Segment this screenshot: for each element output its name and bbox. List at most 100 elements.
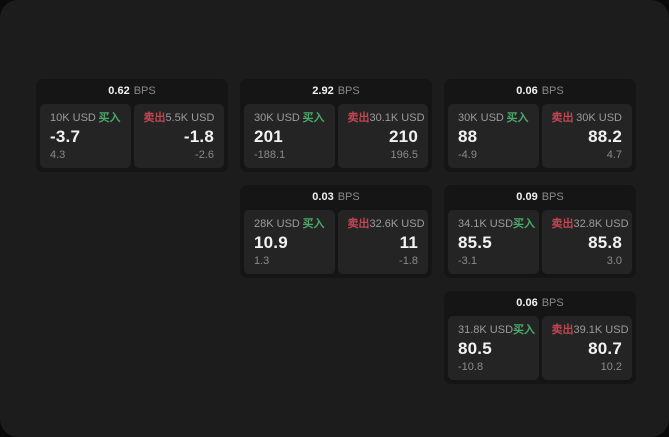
bps-card-body: 34.1K USD 买入 85.5 -3.1 卖出 32.8K USD 85.8… [444, 210, 636, 278]
quote-column-3: 0.06 BPS 30K USD 买入 88 -4.9 卖出 [444, 79, 636, 384]
sell-tile-header: 卖出 5.5K USD [144, 113, 215, 124]
bps-header: 0.09 BPS [444, 185, 636, 210]
bps-card-body: 28K USD 买入 10.9 1.3 卖出 32.6K USD 11 -1.8 [240, 210, 432, 278]
buy-price: 85.5 [458, 233, 492, 252]
buy-delta: 1.3 [254, 255, 270, 267]
buy-tile-header: 30K USD 买入 [254, 113, 325, 124]
buy-price: 201 [254, 127, 283, 146]
sell-size-label: 39.1K USD [573, 324, 629, 336]
sell-price: 11 [399, 233, 418, 252]
sell-label: 卖出 [347, 112, 370, 124]
sell-tile-header: 卖出 32.6K USD [347, 218, 425, 230]
bps-header: 0.62 BPS [36, 79, 228, 104]
buy-delta: -10.8 [458, 361, 484, 373]
sell-price: -1.8 [183, 127, 214, 146]
buy-price: 88 [458, 127, 478, 146]
buy-label: 买入 [302, 112, 325, 124]
sell-price: 210 [389, 127, 418, 146]
sell-delta: 4.7 [606, 149, 622, 161]
buy-tile[interactable]: 34.1K USD 买入 85.5 -3.1 [448, 210, 539, 274]
buy-price: 80.5 [458, 339, 492, 358]
quote-board: 0.62 BPS 10K USD 买入 -3.7 4.3 卖出 [36, 79, 636, 384]
sell-tile-header: 卖出 32.8K USD [551, 218, 629, 230]
bps-card-body: 30K USD 买入 201 -188.1 卖出 30.1K USD 210 1… [240, 104, 432, 172]
sell-size-label: 30.1K USD [369, 112, 425, 124]
sell-label: 卖出 [551, 112, 574, 124]
buy-tile-header: 30K USD 买入 [458, 113, 529, 124]
buy-tile[interactable]: 30K USD 买入 88 -4.9 [448, 104, 539, 168]
buy-price: -3.7 [50, 127, 81, 146]
bps-header: 0.03 BPS [240, 185, 432, 210]
buy-delta: -4.9 [458, 149, 477, 161]
bps-suffix-label: BPS [541, 297, 564, 309]
sell-size-label: 32.8K USD [573, 218, 629, 230]
buy-size-label: 34.1K USD [458, 218, 514, 230]
bps-value: 0.62 [108, 85, 130, 97]
buy-delta: -188.1 [254, 149, 286, 161]
sell-label: 卖出 [551, 218, 574, 230]
bps-card: 0.62 BPS 10K USD 买入 -3.7 4.3 卖出 [36, 79, 228, 172]
bps-suffix-label: BPS [541, 191, 564, 203]
sell-delta: -2.6 [195, 149, 214, 161]
buy-tile[interactable]: 28K USD 买入 10.9 1.3 [244, 210, 335, 274]
sell-price: 80.7 [588, 339, 622, 358]
bps-value: 0.03 [312, 191, 334, 203]
sell-tile-header: 卖出 30.1K USD [347, 112, 425, 124]
sell-label: 卖出 [551, 324, 574, 336]
buy-label: 买入 [302, 218, 325, 230]
sell-tile[interactable]: 卖出 39.1K USD 80.7 10.2 [541, 316, 632, 380]
buy-tile[interactable]: 31.8K USD 买入 80.5 -10.8 [448, 316, 539, 380]
bps-value: 0.06 [516, 85, 538, 97]
sell-label: 卖出 [143, 112, 166, 124]
bps-card-body: 10K USD 买入 -3.7 4.3 卖出 5.5K USD -1.8 -2.… [36, 104, 228, 172]
quote-column-1: 0.62 BPS 10K USD 买入 -3.7 4.3 卖出 [36, 79, 228, 384]
bps-card-body: 31.8K USD 买入 80.5 -10.8 卖出 39.1K USD 80.… [444, 316, 636, 384]
sell-delta: 10.2 [600, 361, 622, 373]
bps-suffix-label: BPS [337, 191, 360, 203]
buy-delta: 4.3 [50, 149, 66, 161]
bps-header: 0.06 BPS [444, 291, 636, 316]
sell-price: 85.8 [588, 233, 622, 252]
buy-delta: -3.1 [458, 255, 477, 267]
bps-value: 0.06 [516, 297, 538, 309]
buy-tile-header: 28K USD 买入 [254, 219, 325, 230]
buy-tile-header: 31.8K USD 买入 [458, 324, 535, 336]
buy-tile[interactable]: 30K USD 买入 201 -188.1 [244, 104, 335, 168]
bps-value: 2.92 [312, 85, 334, 97]
buy-tile[interactable]: 10K USD 买入 -3.7 4.3 [40, 104, 131, 168]
bps-header: 0.06 BPS [444, 79, 636, 104]
buy-price: 10.9 [254, 233, 288, 252]
bps-suffix-label: BPS [133, 85, 156, 97]
buy-label: 买入 [98, 112, 121, 124]
buy-label: 买入 [513, 218, 536, 230]
bps-card-body: 30K USD 买入 88 -4.9 卖出 30K USD 88.2 4.7 [444, 104, 636, 172]
buy-size-label: 31.8K USD [458, 324, 514, 336]
bps-card: 0.06 BPS 30K USD 买入 88 -4.9 卖出 [444, 79, 636, 172]
buy-tile-header: 10K USD 买入 [50, 113, 121, 124]
sell-label: 卖出 [347, 218, 370, 230]
buy-label: 买入 [513, 324, 536, 336]
sell-tile[interactable]: 卖出 30K USD 88.2 4.7 [541, 104, 632, 168]
sell-tile[interactable]: 卖出 32.6K USD 11 -1.8 [337, 210, 428, 274]
sell-delta: -1.8 [399, 255, 418, 267]
sell-delta: 3.0 [606, 255, 622, 267]
bps-suffix-label: BPS [541, 85, 564, 97]
buy-size-label: 10K USD [50, 112, 96, 124]
buy-size-label: 28K USD [254, 218, 300, 230]
bps-card: 2.92 BPS 30K USD 买入 201 -188.1 卖出 [240, 79, 432, 172]
bps-card: 0.03 BPS 28K USD 买入 10.9 1.3 卖出 [240, 185, 432, 278]
bps-value: 0.09 [516, 191, 538, 203]
sell-tile[interactable]: 卖出 32.8K USD 85.8 3.0 [541, 210, 632, 274]
sell-price: 88.2 [588, 127, 622, 146]
bps-suffix-label: BPS [337, 85, 360, 97]
bps-header: 2.92 BPS [240, 79, 432, 104]
sell-size-label: 32.6K USD [369, 218, 425, 230]
sell-tile[interactable]: 卖出 5.5K USD -1.8 -2.6 [133, 104, 224, 168]
sell-tile-header: 卖出 30K USD [552, 113, 623, 124]
buy-size-label: 30K USD [254, 112, 300, 124]
buy-size-label: 30K USD [458, 112, 504, 124]
buy-label: 买入 [506, 112, 529, 124]
bps-card: 0.06 BPS 31.8K USD 买入 80.5 -10.8 卖 [444, 291, 636, 384]
sell-tile[interactable]: 卖出 30.1K USD 210 196.5 [337, 104, 428, 168]
